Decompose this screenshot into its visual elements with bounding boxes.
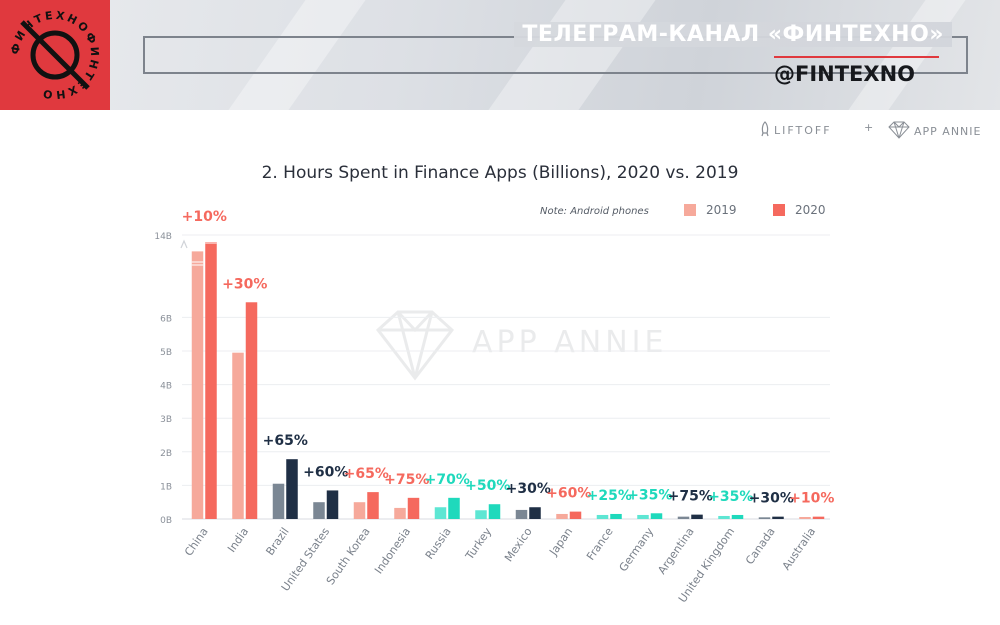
bar-2020 [286,459,298,519]
fintexno-logo: ФИНТЕХНОФИНТЕХНО [0,0,110,110]
x-tick-label: Australia [780,525,819,572]
bar-2019 [353,502,366,519]
header-banner: ФИНТЕХНОФИНТЕХНО ТЕЛЕГРАМ-КАНАЛ «ФИНТЕХН… [0,0,1000,110]
appannie-brand: APP ANNIE [888,121,981,139]
legend-2020: 2020 [773,203,826,217]
bar-2019 [475,510,487,519]
growth-label: +60% [546,486,591,502]
growth-label: +75% [384,472,429,488]
x-tick-label: Mexico [502,525,535,564]
bar-2020 [610,513,622,519]
bar-2020 [367,492,379,519]
x-tick-label: Brazil [263,525,291,558]
bar-2019 [272,483,285,519]
bar-2020 [245,302,258,519]
chart-title: 2. Hours Spent in Finance Apps (Billions… [261,163,739,183]
bar-2020 [731,514,744,519]
y-tick-label: 2B [160,449,172,459]
legend-swatch-2019 [684,204,696,216]
growth-label: +30% [506,481,551,497]
appannie-watermark: APP ANNIE [375,310,667,381]
growth-label: +35% [708,489,753,505]
legend-label-2020: 2020 [795,203,826,217]
growth-label: +50% [465,478,510,494]
bar-2020 [448,497,460,519]
bar-2020 [812,516,825,519]
bar-2020 [488,504,501,519]
watermark-label: APP ANNIE [472,325,667,360]
bar-2019 [677,516,690,519]
bar-2020 [772,516,784,519]
x-tick-label: Turkey [462,525,494,563]
bar-2019 [799,516,811,519]
x-tick-label: China [182,525,211,558]
channel-handle: @FINTEXNO [774,62,916,86]
bar-2019 [556,513,568,519]
y-tick-label: 4B [160,382,172,392]
brand-plus: + [864,121,874,134]
growth-label: +65% [263,433,308,449]
legend-label-2019: 2019 [706,203,737,217]
y-tick-label: 3B [160,415,172,425]
growth-label: +70% [425,472,470,488]
y-tick-label: 5B [160,348,172,358]
bar-2020 [569,511,582,519]
growth-label: +65% [344,466,389,482]
x-tick-label: Japan [546,525,575,558]
growth-label: +30% [222,276,267,292]
x-tick-label: India [225,525,251,555]
bar-2019 [191,251,204,519]
bar-2019 [434,507,447,519]
x-tick-label: South Korea [324,525,373,587]
growth-label: +30% [749,491,794,507]
growth-label: +75% [668,489,713,505]
growth-label: +25% [587,488,632,504]
bar-2019 [313,502,325,519]
bar-2019 [718,515,730,519]
x-tick-label: France [584,525,616,563]
growth-label: +35% [627,487,672,503]
diamond-icon [888,121,910,139]
rocket-icon [761,121,769,137]
legend-2019: 2019 [684,203,737,217]
bar-2019 [232,352,244,519]
bar-2020 [205,242,217,519]
x-tick-label: Argentina [655,525,696,576]
x-tick-label: Canada [743,525,778,567]
growth-label: +10% [789,491,834,507]
legend-swatch-2020 [773,204,785,216]
y-tick-label: 6B [160,314,172,324]
title-underline [774,56,939,58]
bar-2019 [515,509,528,519]
axis-break-marker [180,239,188,249]
channel-title: ТЕЛЕГРАМ-КАНАЛ «ФИНТЕХНО» [514,22,952,47]
chart-note: Note: Android phones [540,206,649,217]
bar-2019 [758,517,771,519]
y-tick-label: 14B [154,232,172,242]
x-tick-label: Germany [617,525,657,574]
x-tick-label: Russia [423,525,454,561]
y-tick-label: 1B [160,482,172,492]
bar-2020 [326,490,339,519]
appannie-label: APP ANNIE [914,125,982,138]
fintexno-logo-icon: ФИНТЕХНОФИНТЕХНО [9,9,99,102]
bar-2020 [407,497,420,519]
bar-2019 [394,507,406,519]
x-tick-label: Indonesia [372,525,413,576]
liftoff-brand: LIFTOFF [760,121,832,137]
liftoff-label: LIFTOFF [774,124,832,137]
growth-label: +10% [182,209,227,225]
bar-2020 [529,507,541,519]
bar-2019 [596,514,609,519]
bar-2020 [650,513,663,519]
bar-2020 [691,514,703,519]
bar-2019 [637,514,649,519]
y-tick-label: 0B [160,516,172,526]
growth-label: +60% [303,464,348,480]
